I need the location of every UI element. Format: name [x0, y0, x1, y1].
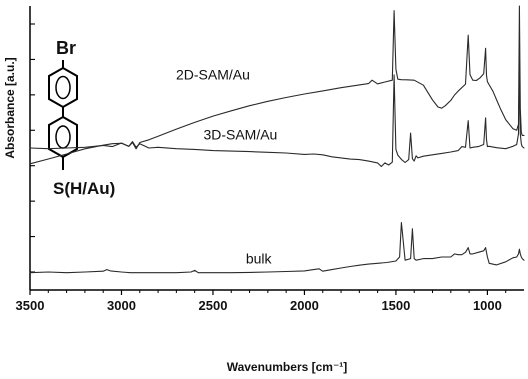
y-axis-title: Absorbance [a.u.] — [3, 57, 17, 158]
phenyl-ring-top — [48, 66, 78, 109]
series-label-3: bulk — [246, 250, 273, 266]
x-tick-label: 3500 — [16, 298, 45, 313]
phenyl-ring-top-inner — [55, 75, 71, 100]
molecule-label-br: Br — [56, 38, 76, 58]
series-line-1 — [29, 5, 525, 165]
series-label-2: 3D-SAM/Au — [203, 126, 277, 142]
phenyl-ring-bottom — [48, 115, 78, 159]
series-annotations: 2D-SAM/Au 3D-SAM/Au bulk — [176, 66, 277, 266]
x-tick-label: 1000 — [473, 298, 502, 313]
phenyl-ring-bottom-inner — [55, 125, 71, 149]
x-tick-label: 2000 — [290, 298, 319, 313]
axes: 3500 3000 2500 2000 1500 1000 Wavenumbers [cm⁻… — [3, 6, 524, 374]
x-tick-label: 1500 — [381, 298, 410, 313]
series-label-1: 2D-SAM/Au — [176, 66, 250, 82]
series-line-2 — [29, 65, 525, 168]
x-tick-label: 3000 — [107, 298, 136, 313]
x-axis-title: Wavenumbers [cm⁻¹] — [227, 360, 348, 374]
series-line-3 — [29, 221, 525, 274]
molecule-label-s: S(H/Au) — [53, 179, 115, 198]
x-tick-label: 2500 — [199, 298, 228, 313]
series-lines — [29, 5, 525, 274]
molecule-structure: Br S(H/Au) — [48, 38, 115, 198]
